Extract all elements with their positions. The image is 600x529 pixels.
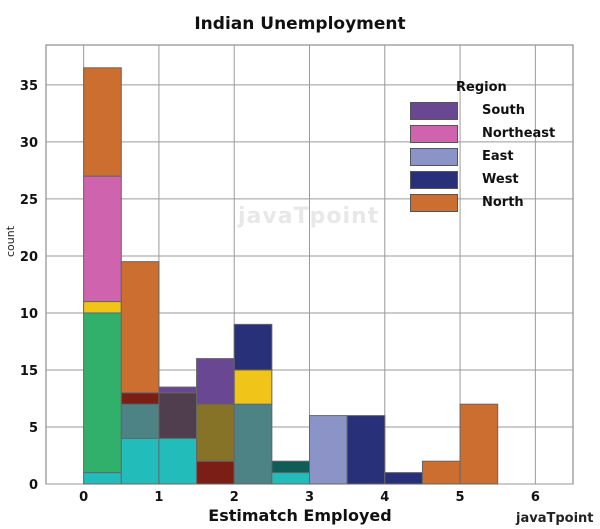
bar-segment xyxy=(384,472,423,485)
x-axis-label: Estimatch Employed xyxy=(208,506,392,525)
legend-swatch-east xyxy=(410,147,458,166)
bar-segment xyxy=(120,403,160,439)
legend-label-north: North xyxy=(482,195,524,210)
y-tick-label: 35 xyxy=(20,79,38,94)
legend-title: Region xyxy=(456,80,507,95)
bar-segment xyxy=(120,392,160,405)
bar-segment xyxy=(158,437,198,485)
x-tick-label: 4 xyxy=(380,490,389,505)
y-tick-label: 10 xyxy=(20,307,38,322)
y-tick-label: 25 xyxy=(20,193,38,208)
bar-segment xyxy=(421,460,461,485)
bar-segment xyxy=(83,312,122,474)
bar-segment xyxy=(158,392,198,439)
legend-item-northeast: Northeast xyxy=(410,122,580,145)
bar-segment xyxy=(196,403,235,462)
y-tick-label: 15 xyxy=(20,364,38,379)
bar-segment xyxy=(158,386,198,394)
legend-swatch-north xyxy=(410,193,458,212)
bar-segment xyxy=(309,415,348,485)
legend-label-south: South xyxy=(482,103,526,118)
brand-logo: javaTpoint xyxy=(516,511,594,526)
y-tick-label: 5 xyxy=(29,421,38,436)
legend-item-west: West xyxy=(410,168,580,191)
bar-segment xyxy=(233,323,273,371)
y-axis-label: count xyxy=(4,225,17,257)
chart-title: Indian Unemployment xyxy=(194,14,406,34)
legend-item-east: East xyxy=(410,145,580,168)
y-tick-label: 30 xyxy=(20,136,38,151)
bar-segment xyxy=(459,403,499,485)
bar-segment xyxy=(83,67,122,177)
bar-segment xyxy=(346,415,386,485)
bar-segment xyxy=(83,472,122,485)
x-tick-label: 0 xyxy=(79,490,88,505)
bar-segment xyxy=(196,460,235,485)
x-tick-label: 1 xyxy=(154,490,163,505)
legend-label-west: West xyxy=(482,172,519,187)
y-tick-label: 0 xyxy=(29,478,38,493)
bar-segment xyxy=(233,369,273,405)
legend-label-east: East xyxy=(482,149,514,164)
bar-segment xyxy=(120,437,160,485)
y-tick-label: 20 xyxy=(20,250,38,265)
legend: Region South Northeast East West North xyxy=(410,80,580,214)
bar-segment xyxy=(120,261,160,394)
bar-segment xyxy=(271,472,311,485)
bar-segment xyxy=(83,175,122,303)
legend-item-south: South xyxy=(410,99,580,122)
watermark: javaTpoint xyxy=(238,204,380,229)
bar-segment xyxy=(83,301,122,314)
bar-segment xyxy=(233,403,273,485)
bar-segment xyxy=(271,460,311,474)
legend-item-north: North xyxy=(410,191,580,214)
x-tick-label: 3 xyxy=(305,490,314,505)
legend-swatch-west xyxy=(410,170,458,189)
x-tick-label: 5 xyxy=(456,490,465,505)
legend-label-northeast: Northeast xyxy=(482,126,556,141)
x-tick-label: 6 xyxy=(531,490,540,505)
legend-swatch-northeast xyxy=(410,124,458,143)
x-tick-label: 2 xyxy=(230,490,239,505)
legend-swatch-south xyxy=(410,101,458,120)
bar-segment xyxy=(196,358,235,405)
